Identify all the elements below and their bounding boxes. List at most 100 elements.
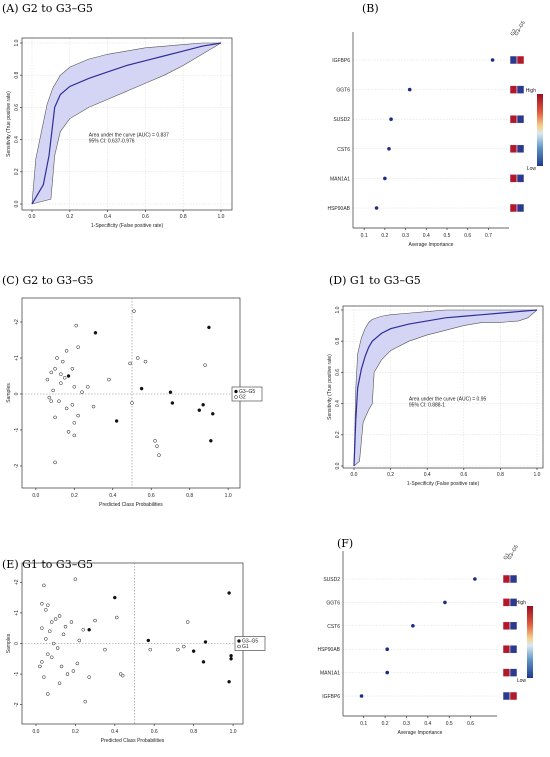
gene-label: CST6: [327, 624, 340, 630]
panel-e-probabilities: (E) G1 to G3–G5 0.0 0.2 0.4 0.6 0.8 1.0 -2 -1 0 +1…: [2, 558, 266, 744]
panel-f-importance: (F) SUSD2 GGT6 CST6 HSP90AB MAN1A1 IGFBP6 0.1 0.…: [317, 537, 533, 736]
point-negative: [128, 361, 132, 366]
heat-cell: [509, 598, 518, 607]
heat-cell: [509, 644, 518, 654]
point-negative: [49, 399, 53, 403]
gene-label: SUSD2: [333, 117, 350, 123]
ci-upper-line: [353, 309, 537, 467]
point-negative: [136, 356, 140, 360]
x-tick-label: 1.0: [225, 493, 232, 499]
point-negative: [53, 367, 57, 371]
point-negative: [91, 404, 96, 409]
point-negative: [44, 608, 48, 612]
point-negative: [107, 377, 111, 382]
importance-point: [411, 624, 415, 628]
gene-label: MAN1A1: [320, 671, 340, 677]
panel-title: (C) G2 to G3–G5: [2, 274, 93, 287]
colorbar-low: Low: [527, 166, 537, 172]
grid-lines: [22, 38, 232, 210]
point-negative: [57, 681, 62, 686]
legend-label: G2: [239, 395, 246, 401]
legend-label: G3–G5: [239, 389, 255, 395]
point-negative: [61, 359, 65, 364]
point-negative: [71, 669, 76, 673]
point-positive: [114, 419, 119, 423]
point-negative: [51, 641, 56, 646]
point-negative: [66, 430, 71, 434]
importance-point: [374, 206, 379, 210]
x-tick-label: 1.0: [218, 214, 225, 220]
x-axis-label: Average Importance: [398, 730, 443, 736]
point-negative: [64, 406, 69, 411]
x-tick-label: 0.8: [190, 729, 197, 735]
x-tick-label: 0.3: [403, 721, 410, 727]
importance-point: [389, 117, 393, 121]
point-negative: [182, 644, 186, 649]
point-negative: [49, 370, 53, 375]
point-negative: [47, 395, 52, 400]
panel-b-importance: (B) IGFBP6 GGT6 SUSD2 CST6 MAN1A1 HSP90AB 0.1 0.…: [327, 2, 543, 248]
y-tick-label: 0: [14, 642, 20, 645]
x-tick-label: 0.2: [381, 233, 388, 239]
point-positive: [191, 649, 196, 653]
grid-lines: [343, 306, 543, 468]
plot-frame: [342, 305, 544, 469]
point-negative: [176, 647, 180, 652]
y-tick-label: 0.2: [335, 431, 341, 438]
point-negative: [42, 675, 46, 679]
x-tick-label: 0.1: [360, 721, 367, 727]
point-negative: [72, 433, 77, 438]
point-negative: [46, 652, 50, 656]
ci-upper-line: [31, 42, 221, 205]
x-tick-label: 0.5: [446, 721, 453, 727]
y-tick-label: 0.2: [14, 168, 20, 175]
heat-cell: [509, 114, 518, 124]
point-negative: [46, 692, 50, 696]
heat-cell: [502, 621, 511, 631]
heat-cell: [509, 85, 518, 94]
point-negative: [80, 390, 84, 394]
heat-header: G3–G5: [507, 544, 520, 561]
point-negative: [55, 356, 59, 360]
legend-marker: [237, 639, 241, 643]
legend-box: [231, 386, 263, 402]
heat-cell: [502, 598, 511, 607]
y-tick-label: 0.4: [14, 136, 20, 143]
x-tick-label: 0.0: [32, 729, 39, 735]
heat-cell: [509, 621, 518, 631]
point-positive: [170, 401, 175, 405]
point-negative: [132, 309, 136, 313]
x-axis-label: 1-Specificity (False positive rate): [91, 223, 164, 229]
importance-point: [387, 147, 391, 151]
point-negative: [77, 638, 82, 643]
point-negative: [47, 629, 52, 634]
plot-frame: [21, 37, 233, 211]
ci-band: [354, 310, 537, 466]
x-tick-label: 0.0: [32, 493, 39, 499]
gene-label: MAN1A1: [330, 176, 350, 182]
point-negative: [57, 399, 61, 403]
heat-cell: [509, 144, 518, 154]
point-positive: [207, 325, 211, 330]
point-negative: [46, 603, 50, 607]
y-tick-label: 0: [14, 392, 20, 395]
x-tick-label: 0.1: [361, 233, 368, 239]
point-positive: [203, 640, 208, 644]
heat-cell: [502, 644, 511, 654]
heat-cell: [509, 55, 518, 65]
colorbar-low: Low: [517, 678, 527, 684]
point-negative: [64, 349, 69, 353]
point-positive: [93, 331, 98, 335]
y-tick-label: -2: [14, 464, 20, 469]
point-positive: [87, 627, 91, 632]
roc-curve: [353, 309, 538, 467]
heat-cell: [502, 691, 511, 701]
gene-label: GGT6: [336, 88, 350, 94]
legend-marker: [237, 644, 241, 649]
x-tick-label: 0.6: [460, 472, 467, 478]
colorbar-high: High: [516, 600, 527, 606]
gene-label: CST6: [337, 147, 350, 153]
y-tick-label: 0.6: [14, 104, 20, 111]
x-tick-label: 0.3: [402, 233, 409, 239]
x-tick-label: 0.6: [151, 729, 158, 735]
